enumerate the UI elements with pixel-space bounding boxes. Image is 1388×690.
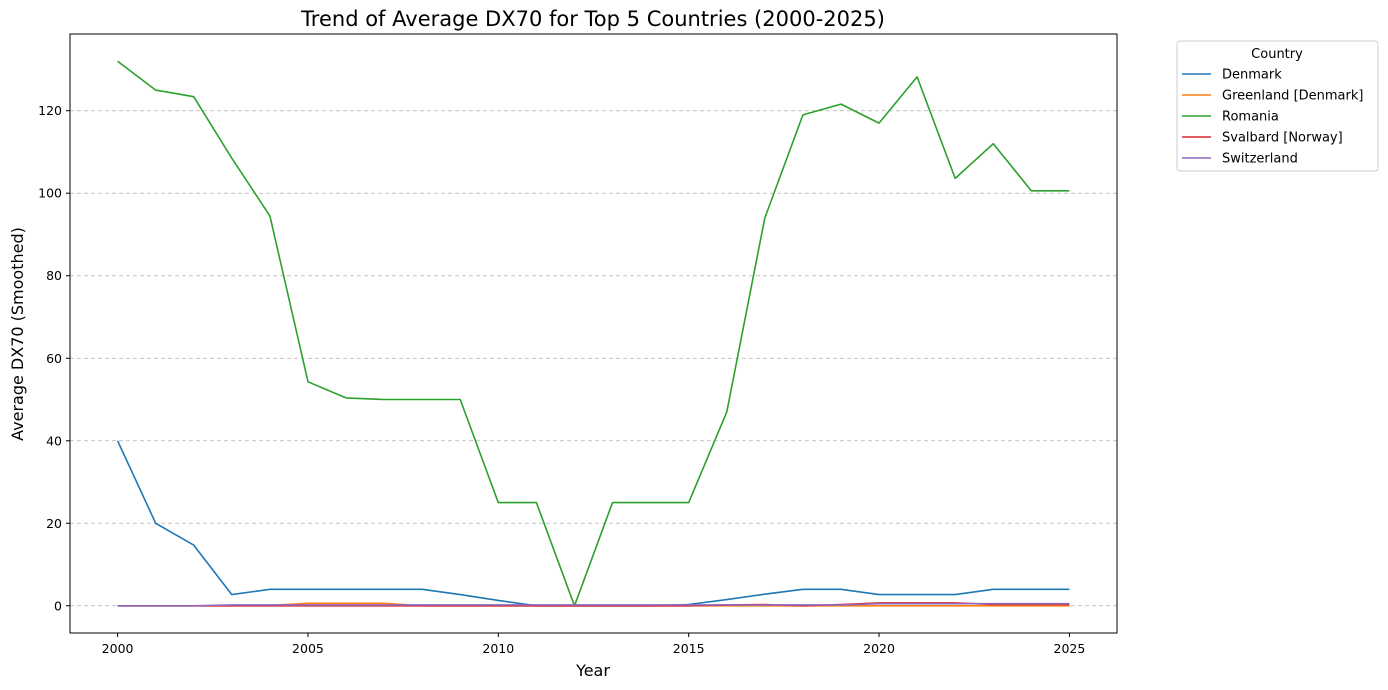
x-tick-label: 2010: [482, 641, 514, 656]
x-tick-label: 2015: [673, 641, 705, 656]
chart-title: Trend of Average DX70 for Top 5 Countrie…: [300, 7, 885, 31]
x-tick-label: 2025: [1054, 641, 1086, 656]
legend-label: Switzerland: [1222, 152, 1298, 167]
x-axis-label: Year: [575, 661, 610, 680]
axis-layer: 0 20 40 60 80 100 120 2000 2005 2010 2015 2020 2025: [38, 103, 1085, 656]
legend: Country Denmark Greenland [Denmark] Romani…: [1176, 40, 1379, 172]
legend-label: Svalbard [Norway]: [1222, 131, 1343, 146]
plot-frame: [69, 33, 1118, 634]
y-tick-label: 20: [46, 516, 62, 531]
legend-label: Romania: [1222, 110, 1279, 125]
legend-title: Country: [1251, 47, 1303, 62]
x-tick-label: 2020: [863, 641, 895, 656]
y-tick-label: 0: [54, 598, 62, 613]
x-tick-label: 2005: [292, 641, 324, 656]
legend-label: Denmark: [1222, 68, 1282, 83]
series-layer: [116, 60, 1070, 607]
legend-label: Greenland [Denmark]: [1222, 89, 1363, 104]
y-tick-label: 40: [46, 433, 62, 448]
x-tick-label: 2000: [102, 641, 134, 656]
legend-items: Denmark Greenland [Denmark] Romania Svalbar…: [1182, 68, 1363, 167]
legend-box: [1176, 40, 1379, 172]
series-line-romania: [117, 60, 1070, 607]
y-tick-label: 100: [38, 186, 62, 201]
y-tick-label: 80: [46, 268, 62, 283]
y-tick-label: 120: [38, 103, 62, 118]
y-tick-label: 60: [46, 351, 62, 366]
series-line-switzerland: [117, 602, 1070, 607]
y-axis-label: Average DX70 (Smoothed): [8, 227, 27, 441]
